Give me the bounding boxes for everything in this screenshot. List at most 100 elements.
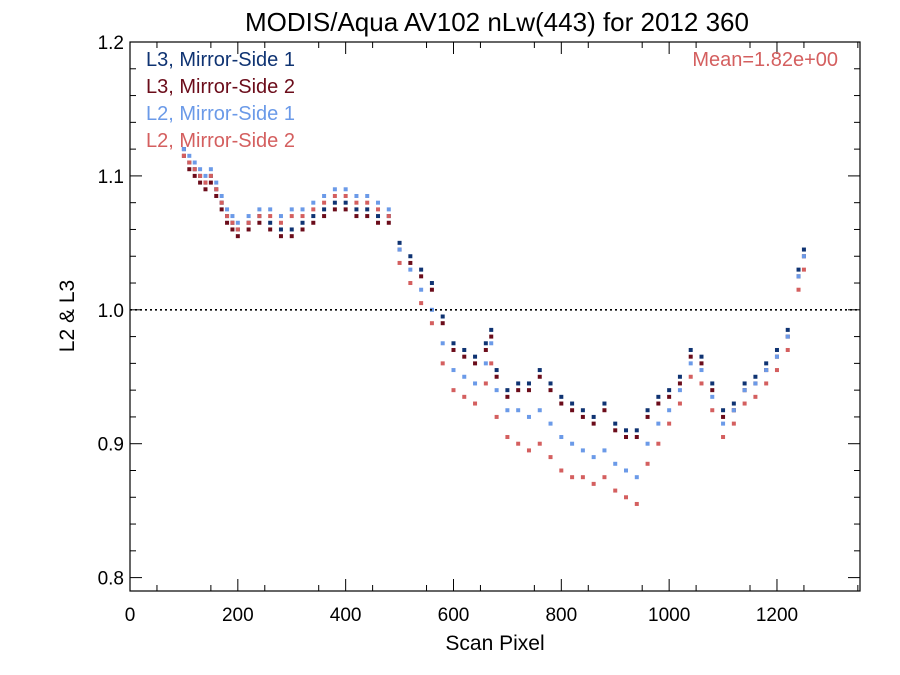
data-point [181, 153, 186, 158]
data-point [634, 501, 639, 506]
data-point [483, 381, 488, 386]
data-point [516, 381, 521, 386]
data-point [580, 448, 585, 453]
data-point [559, 394, 564, 399]
plot-area [181, 147, 806, 506]
data-point [731, 401, 736, 406]
data-point [505, 408, 510, 413]
data-point [785, 327, 790, 332]
data-point [526, 381, 531, 386]
data-point [624, 435, 629, 440]
data-point [494, 388, 499, 393]
data-point [656, 421, 661, 426]
data-point [483, 361, 488, 366]
data-point [225, 214, 230, 219]
data-point [537, 408, 542, 413]
mean-annotation: Mean=1.82e+00 [692, 49, 838, 71]
data-point [688, 361, 693, 366]
data-point [624, 428, 629, 433]
x-axis-label: Scan Pixel [445, 632, 544, 655]
data-point [181, 147, 186, 152]
data-point [613, 461, 618, 466]
data-point [408, 260, 413, 265]
data-point [187, 160, 192, 165]
data-point [526, 414, 531, 419]
data-point [354, 214, 359, 219]
data-point [332, 193, 337, 198]
data-point [591, 421, 596, 426]
data-point [473, 381, 478, 386]
data-point [677, 381, 682, 386]
data-point [489, 341, 494, 346]
data-point [699, 354, 704, 359]
data-point [710, 394, 715, 399]
data-point [483, 341, 488, 346]
data-point [742, 381, 747, 386]
plot-frame [129, 41, 861, 592]
data-point [753, 381, 758, 386]
data-point [785, 347, 790, 352]
data-point [192, 173, 197, 178]
data-point [332, 187, 337, 192]
data-point [796, 274, 801, 279]
data-point [731, 421, 736, 426]
data-point [246, 220, 251, 225]
data-point [376, 200, 381, 205]
data-point [753, 394, 758, 399]
data-point [537, 368, 542, 373]
data-point [278, 220, 283, 225]
data-point [208, 173, 213, 178]
data-point [376, 207, 381, 212]
y-tick-label: 1.2 [98, 33, 124, 54]
data-point [634, 475, 639, 480]
data-point [462, 347, 467, 352]
data-point [419, 274, 424, 279]
data-point [322, 200, 327, 205]
data-point [376, 220, 381, 225]
chart-title: MODIS/Aqua AV102 nLw(443) for 2012 360 [245, 7, 749, 37]
data-point [624, 495, 629, 500]
data-point [489, 327, 494, 332]
data-point [343, 207, 348, 212]
data-point [246, 227, 251, 232]
data-point [257, 220, 262, 225]
data-point [537, 374, 542, 379]
data-point [451, 368, 456, 373]
data-point [645, 461, 650, 466]
data-point [785, 334, 790, 339]
data-point [365, 200, 370, 205]
data-point [489, 361, 494, 366]
data-point [548, 388, 553, 393]
axes: 0 200 400 600 800 1000 1200 0.8 0.9 1.0 1.1 1.2 [98, 33, 860, 626]
x-tick-label: 0 [125, 605, 136, 626]
data-point [289, 207, 294, 212]
data-point [214, 193, 219, 198]
data-point [225, 207, 230, 212]
data-point [764, 381, 769, 386]
data-point [656, 394, 661, 399]
x-tick-label: 400 [330, 605, 362, 626]
data-point [300, 214, 305, 219]
data-point [289, 234, 294, 239]
data-point [645, 414, 650, 419]
data-point [699, 368, 704, 373]
data-point [667, 421, 672, 426]
data-point [710, 408, 715, 413]
data-point [343, 200, 348, 205]
data-point [278, 234, 283, 239]
x-tick-label: 200 [222, 605, 254, 626]
data-point [376, 214, 381, 219]
data-point [688, 354, 693, 359]
data-point [187, 167, 192, 172]
data-point [462, 394, 467, 399]
data-point [397, 247, 402, 252]
data-point [688, 374, 693, 379]
data-point [214, 187, 219, 192]
data-point [419, 287, 424, 292]
data-point [230, 227, 235, 232]
x-tick-label: 1200 [756, 605, 798, 626]
data-point [753, 374, 758, 379]
data-point [667, 408, 672, 413]
data-point [774, 354, 779, 359]
data-point [505, 394, 510, 399]
